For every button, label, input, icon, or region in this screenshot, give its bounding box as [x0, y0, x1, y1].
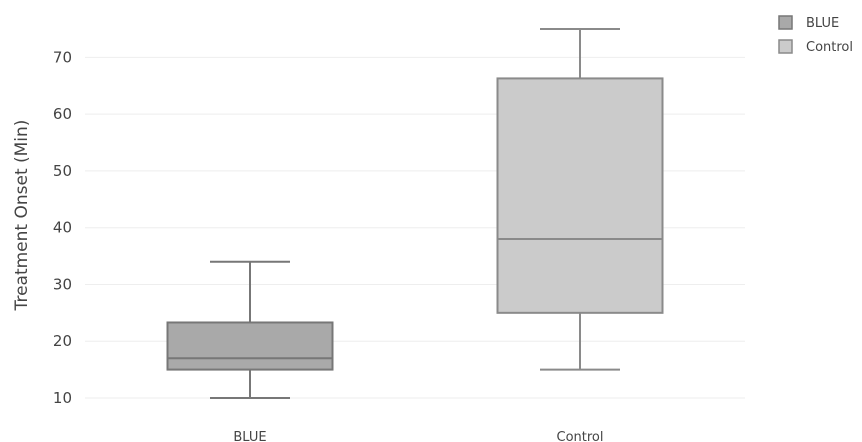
- legend-item-control[interactable]: Control: [778, 39, 853, 55]
- y-tick-label: 20: [53, 332, 72, 350]
- legend[interactable]: BLUE Control: [778, 15, 853, 55]
- boxes: [166, 28, 664, 399]
- legend-swatch: [778, 39, 793, 54]
- iqr-box: [496, 77, 664, 314]
- x-axis-ticks: BLUE Control: [233, 430, 603, 442]
- legend-label: BLUE: [806, 16, 839, 31]
- legend-label: Control: [806, 40, 853, 55]
- y-tick-label: 30: [53, 275, 72, 293]
- y-tick-label: 10: [53, 389, 72, 407]
- legend-item-blue[interactable]: BLUE: [778, 15, 839, 31]
- y-tick-label: 40: [53, 219, 72, 237]
- y-axis-ticks: 10 20 30 40 50 60 70: [53, 48, 72, 407]
- legend-swatch: [778, 15, 793, 30]
- y-tick-label: 70: [53, 48, 72, 66]
- x-tick-label: Control: [557, 430, 604, 442]
- box-control[interactable]: [496, 28, 664, 371]
- x-tick-label: BLUE: [233, 430, 266, 442]
- y-tick-label: 60: [53, 105, 72, 123]
- box-blue[interactable]: [166, 260, 334, 399]
- iqr-box: [166, 321, 334, 371]
- y-tick-label: 50: [53, 162, 72, 180]
- y-axis-label: Treatment Onset (Min): [12, 120, 32, 312]
